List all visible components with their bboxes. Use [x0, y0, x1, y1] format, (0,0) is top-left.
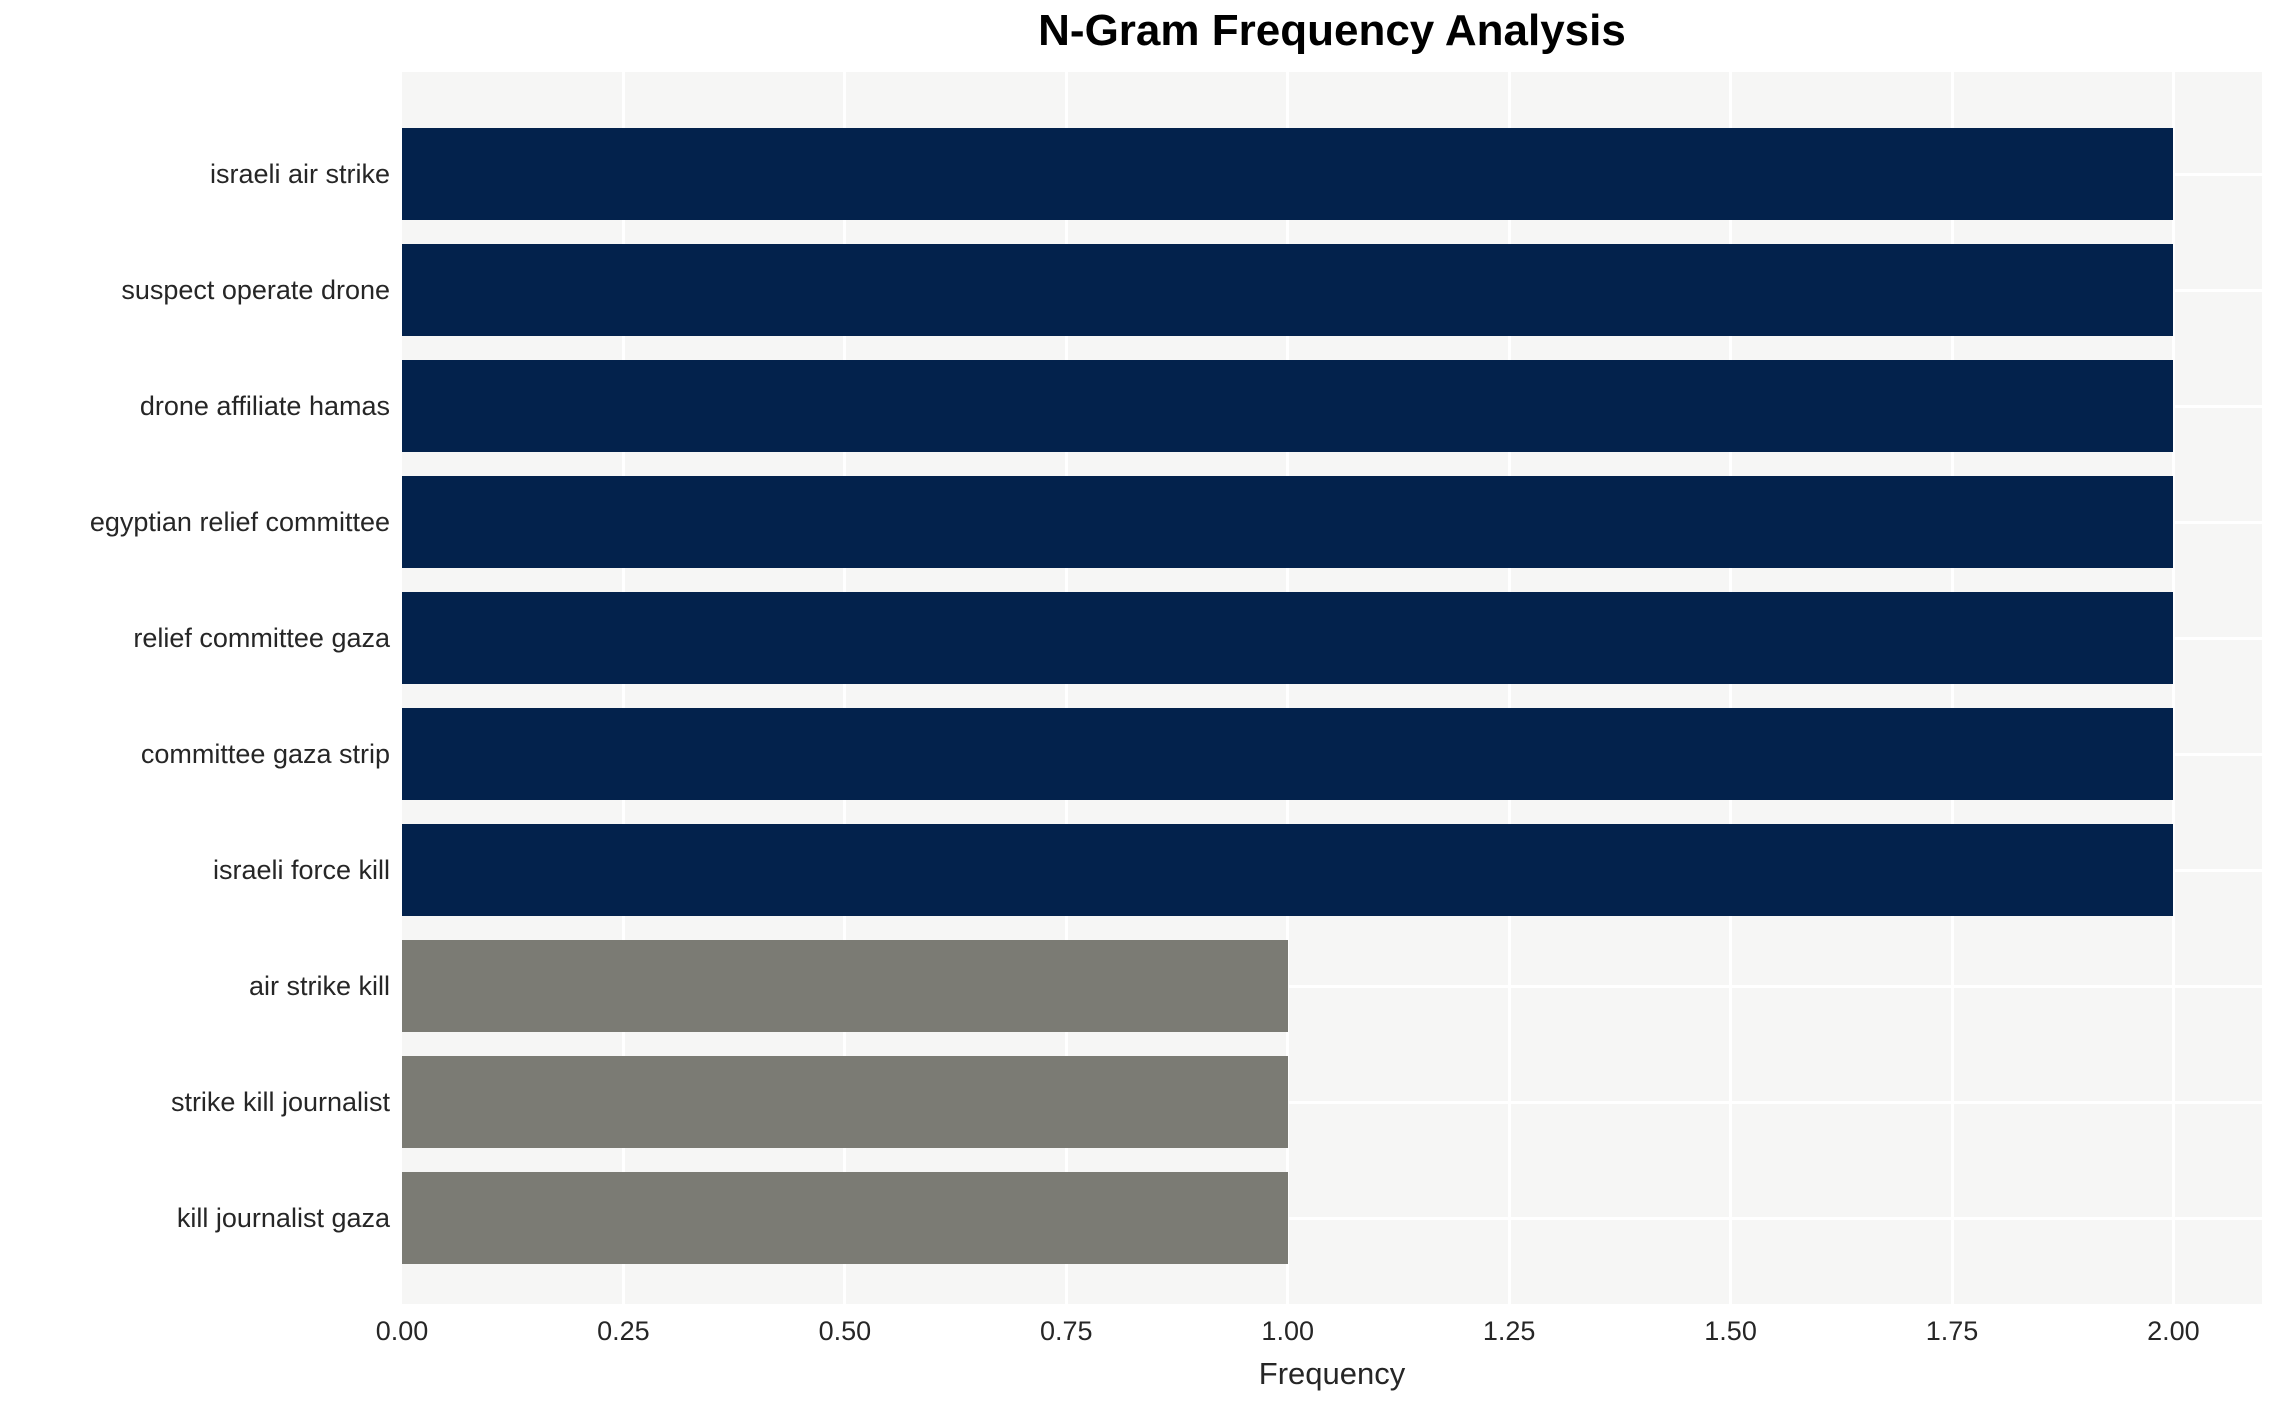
gridline-vertical — [2171, 72, 2175, 1304]
x-tick-label: 2.00 — [2147, 1316, 2200, 1346]
x-tick-label: 0.50 — [818, 1316, 872, 1346]
bar — [402, 128, 2174, 220]
gridline-horizontal — [402, 1100, 2262, 1104]
x-tick-label: 1.25 — [1482, 1316, 1536, 1346]
x-tick-label: 1.00 — [1261, 1316, 1314, 1346]
x-tick-label: 0.00 — [375, 1316, 429, 1346]
bar — [402, 940, 1288, 1032]
bar — [402, 1172, 1288, 1264]
category-label: relief committee gaza — [133, 623, 390, 653]
bar — [402, 708, 2174, 800]
gridline-vertical — [1286, 72, 1290, 1304]
category-label: kill journalist gaza — [176, 1203, 390, 1233]
x-tick-label: 0.75 — [1040, 1316, 1093, 1346]
x-tick-label: 1.75 — [1925, 1316, 1979, 1346]
chart-title: N-Gram Frequency Analysis — [1038, 6, 1626, 55]
category-label: committee gaza strip — [140, 739, 390, 769]
bar — [402, 360, 2174, 452]
x-axis-ticks: 0.00 0.25 0.50 0.75 1.00 1.25 1.50 1.75 2.00 — [0, 1316, 2280, 1356]
gridline-horizontal — [402, 984, 2262, 988]
category-label: egyptian relief committee — [89, 507, 390, 537]
category-label: drone affiliate hamas — [139, 391, 390, 421]
gridline-vertical — [1507, 72, 1511, 1304]
category-label: strike kill journalist — [170, 1087, 390, 1117]
bar — [402, 824, 2174, 916]
bar — [402, 476, 2174, 568]
gridline-vertical — [1729, 72, 1733, 1304]
gridline-vertical — [621, 72, 625, 1304]
gridline-vertical — [1950, 72, 1954, 1304]
x-axis-label: Frequency — [1258, 1356, 1406, 1391]
y-axis-labels: israeli air strike suspect operate drone d… — [0, 72, 390, 1304]
x-tick-label: 0.25 — [597, 1316, 650, 1346]
plot-area — [402, 72, 2262, 1304]
gridline-vertical — [843, 72, 847, 1304]
category-label: suspect operate drone — [121, 275, 390, 305]
category-label: air strike kill — [248, 971, 390, 1001]
bar — [402, 244, 2174, 336]
gridline-vertical — [1064, 72, 1068, 1304]
category-label: israeli air strike — [209, 159, 390, 189]
bar — [402, 592, 2174, 684]
gridline-horizontal — [402, 1216, 2262, 1220]
category-label: israeli force kill — [212, 855, 390, 885]
bar — [402, 1056, 1288, 1148]
x-tick-label: 1.50 — [1704, 1316, 1757, 1346]
